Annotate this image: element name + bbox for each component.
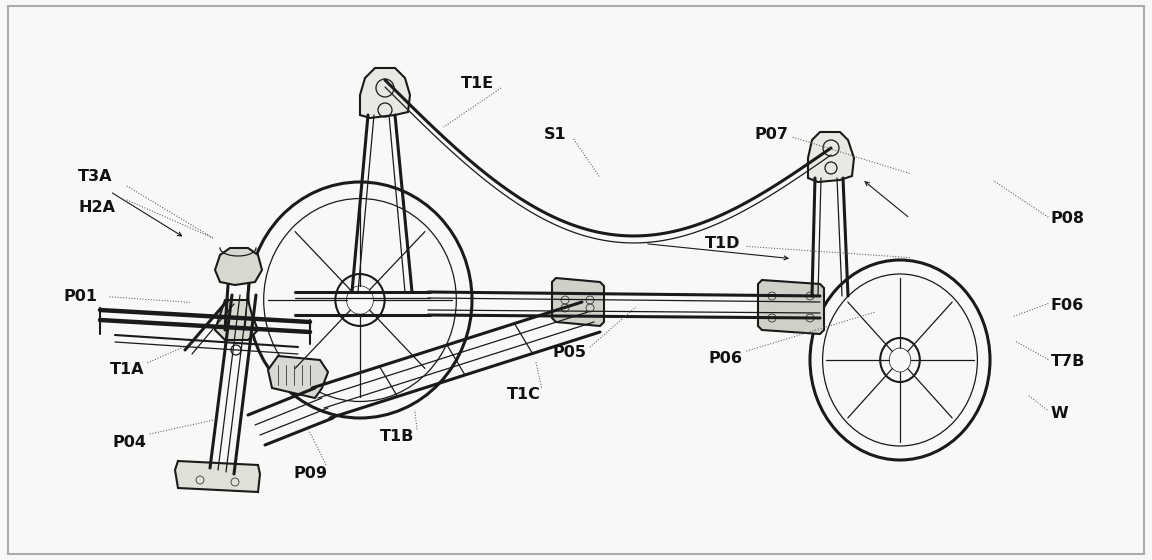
Text: P04: P04	[113, 435, 147, 450]
Polygon shape	[808, 132, 854, 182]
Text: P08: P08	[1051, 211, 1085, 226]
Text: T1A: T1A	[109, 362, 144, 377]
Text: T3A: T3A	[78, 169, 113, 184]
Text: T1D: T1D	[705, 236, 741, 251]
Polygon shape	[359, 68, 410, 118]
Polygon shape	[215, 248, 262, 285]
Text: P01: P01	[63, 290, 98, 304]
Polygon shape	[758, 280, 824, 334]
Text: P05: P05	[553, 346, 588, 360]
Text: F06: F06	[1051, 298, 1084, 312]
Text: P09: P09	[294, 466, 328, 480]
Polygon shape	[175, 461, 260, 492]
FancyBboxPatch shape	[8, 6, 1144, 554]
Text: T1E: T1E	[461, 77, 494, 91]
Text: P06: P06	[708, 351, 743, 366]
Text: W: W	[1051, 406, 1068, 421]
Text: H2A: H2A	[78, 200, 115, 214]
Text: T1C: T1C	[507, 388, 540, 402]
Polygon shape	[552, 278, 604, 326]
Text: P07: P07	[755, 127, 789, 142]
Polygon shape	[215, 300, 258, 340]
Text: T1B: T1B	[380, 430, 415, 444]
Text: S1: S1	[544, 127, 567, 142]
Polygon shape	[268, 356, 328, 398]
Text: T7B: T7B	[1051, 354, 1085, 368]
